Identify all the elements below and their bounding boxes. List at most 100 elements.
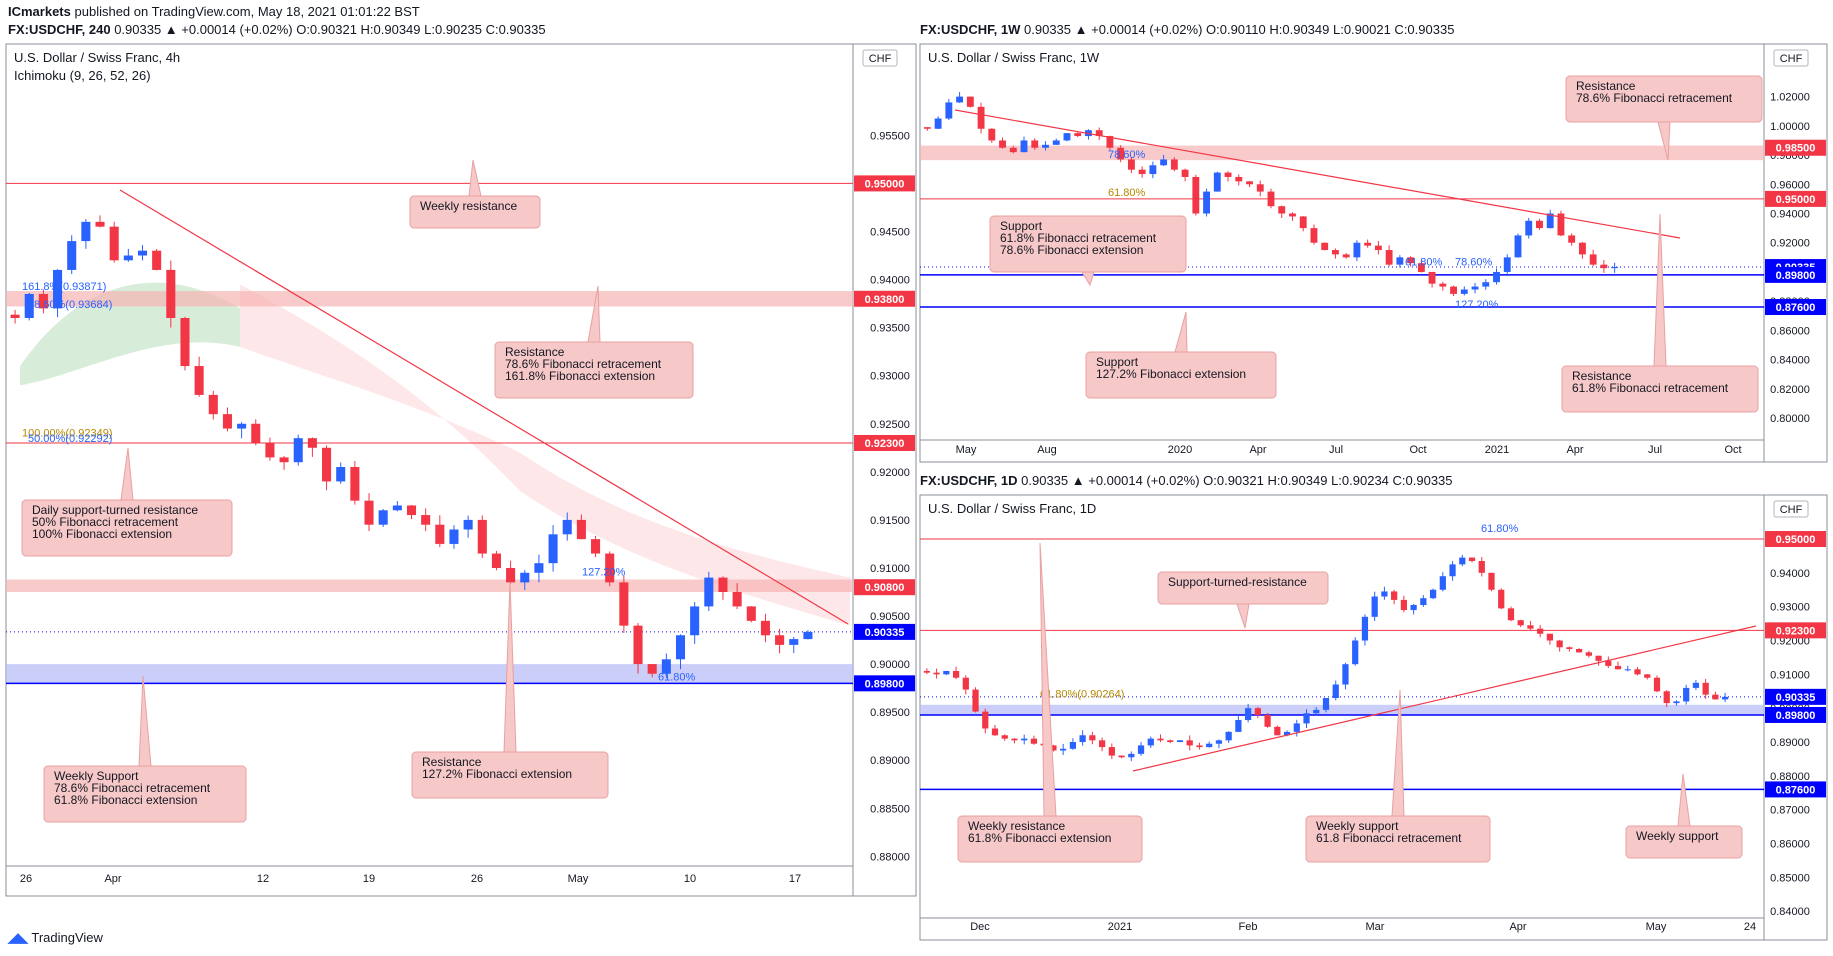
candle-body — [775, 635, 785, 645]
candle-body — [1264, 714, 1271, 727]
candle-body — [378, 510, 388, 525]
y-tick-label: 0.89500 — [870, 707, 910, 719]
candle-body — [1536, 220, 1543, 229]
callout-text: 61.8 Fibonacci retracement — [1316, 831, 1462, 845]
daily-quote-line: FX:USDCHF, 1D 0.90335 ▲ +0.00014 (+0.02%… — [920, 473, 1453, 488]
candle-body — [1196, 745, 1203, 748]
candle-body — [1595, 655, 1602, 661]
candle-body — [1052, 140, 1060, 145]
callout-text: Resistance — [505, 345, 565, 359]
price-tag — [1765, 688, 1826, 705]
candle-body — [619, 582, 629, 626]
candle-body — [421, 515, 431, 525]
candle-body — [180, 318, 190, 367]
price-tag-label: 0.87600 — [1776, 784, 1816, 796]
y-tick-label: 0.87000 — [1770, 805, 1810, 817]
candle-body — [1439, 576, 1446, 590]
candle-body — [1429, 589, 1437, 599]
main-quote-line: FX:USDCHF, 240 0.90335 ▲ +0.00014 (+0.02… — [8, 22, 546, 37]
candle-body — [1245, 708, 1252, 721]
price-tag-label: 0.90335 — [1776, 692, 1816, 704]
price-tag-label: 0.92300 — [865, 438, 905, 450]
candle-body — [449, 529, 459, 544]
candle-body — [923, 670, 930, 673]
candle-body — [690, 606, 700, 636]
candle-body — [956, 96, 964, 103]
candle-body — [789, 639, 799, 645]
ichimoku-cloud-green — [20, 282, 240, 386]
y-tick-label: 0.94500 — [870, 226, 910, 238]
published-text: published on TradingView.com, May 18, 20… — [74, 4, 420, 19]
weekly-quote-values: 0.90335 ▲ +0.00014 (+0.02%) O:0.90110 H:… — [1024, 22, 1455, 37]
candle-body — [1396, 257, 1404, 265]
callout-text: Resistance — [1576, 79, 1636, 93]
candle-body — [24, 293, 34, 318]
candle-body — [307, 438, 317, 448]
x-tick-label: 12 — [257, 873, 269, 885]
candle-body — [1213, 172, 1221, 192]
chart-panel-3: U.S. Dollar / Swiss Franc, 1D CHF 0.84000 0… — [919, 494, 1828, 941]
fib-label: 61.80% — [1405, 257, 1443, 269]
tradingview-logo[interactable]: ◢◣ TradingView — [8, 930, 103, 946]
candle-body — [463, 519, 473, 530]
candle-body — [1215, 740, 1223, 744]
candle-body — [1001, 735, 1008, 739]
candle-body — [1712, 694, 1719, 700]
candle-body — [1278, 206, 1286, 214]
chart-panel-1: U.S. Dollar / Swiss Franc, 4h Ichimoku (9… — [5, 43, 917, 897]
candle-body — [1176, 740, 1184, 743]
candle-body — [1137, 745, 1145, 754]
candle-body — [1578, 242, 1586, 255]
candle-body — [591, 539, 601, 554]
daily-quote-values: 0.90335 ▲ +0.00014 (+0.02%) O:0.90321 H:… — [1021, 473, 1453, 488]
candle-body — [1098, 740, 1106, 748]
x-tick-label: Dec — [970, 921, 990, 933]
callout-box — [1565, 75, 1763, 123]
x-tick-label: Mar — [1366, 921, 1385, 933]
candle-body — [1009, 147, 1017, 153]
trend-line — [1132, 625, 1757, 772]
y-tick-label: 0.86000 — [1770, 325, 1810, 337]
candle-body — [1493, 271, 1500, 283]
x-tick-label: Apr — [1509, 921, 1526, 933]
candle-body — [977, 106, 985, 129]
candle-body — [988, 128, 996, 141]
price-tag — [1765, 266, 1826, 283]
publisher-line: ICmarkets published on TradingView.com, … — [8, 4, 420, 19]
x-tick-label: 24 — [1744, 921, 1756, 933]
y-tick-label: 0.80000 — [1770, 413, 1810, 425]
y-tick-label: 0.91000 — [870, 563, 910, 575]
candle-body — [1585, 652, 1592, 656]
y-tick-label: 1.00000 — [1770, 121, 1810, 133]
candle-body — [350, 467, 360, 501]
callout-box — [1305, 815, 1491, 863]
candle-body — [966, 96, 974, 107]
x-tick-label: May — [956, 444, 977, 456]
candle-body — [1653, 677, 1661, 692]
currency-label: CHF — [1780, 504, 1803, 516]
fib-label: 100.00%(0.92349) — [22, 427, 113, 439]
candle-body — [1020, 140, 1028, 153]
x-tick-label: Jul — [1648, 444, 1662, 456]
publisher-name[interactable]: ICmarkets — [8, 4, 71, 19]
chart-title: U.S. Dollar / Swiss Franc, 1W — [928, 50, 1100, 65]
price-tag — [854, 434, 915, 451]
x-tick-label: 10 — [684, 873, 696, 885]
callout-text: 78.6% Fibonacci extension — [1000, 243, 1143, 257]
fib-label: 127.20% — [582, 567, 626, 579]
currency-label: CHF — [869, 53, 892, 65]
callout-text: Weekly Support — [54, 769, 139, 783]
candle-body — [1498, 589, 1505, 609]
y-tick-label: 0.84000 — [1770, 355, 1810, 367]
callout-text: 50% Fibonacci retracement — [32, 515, 179, 529]
chart-title: U.S. Dollar / Swiss Franc, 4h — [14, 50, 180, 65]
candle-body — [1060, 748, 1067, 751]
candle-body — [1410, 604, 1417, 611]
candle-body — [1254, 708, 1261, 715]
candle-body — [962, 677, 969, 690]
price-tag — [854, 290, 915, 307]
candle-body — [1371, 596, 1378, 617]
price-tag-label: 0.95000 — [1776, 194, 1816, 206]
y-tick-label: 0.92500 — [870, 419, 910, 431]
